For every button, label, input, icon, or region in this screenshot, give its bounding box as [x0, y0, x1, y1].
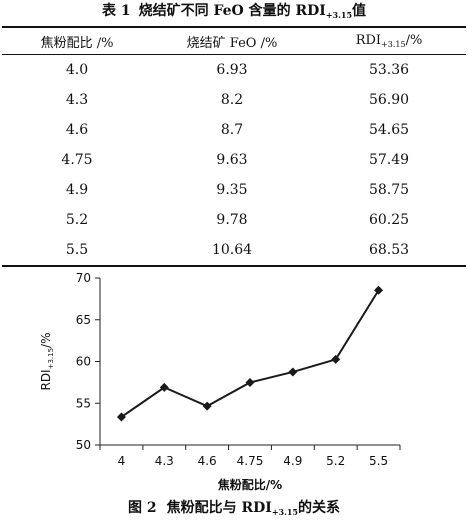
table-body: 4.0 6.93 53.36 4.3 8.2 56.90 4.6 8.7 54.65 4.75 9.…: [2, 55, 466, 266]
data-point-marker: [116, 412, 126, 422]
y-tick-label: 55: [76, 396, 91, 410]
x-axis-title: 焦粉配比/%: [217, 477, 282, 492]
table-row: 4.75 9.63 57.49: [2, 145, 466, 175]
table-cell: 54.65: [368, 122, 410, 138]
x-tick-label: 4.3: [155, 454, 174, 468]
header-rdi-suffix: /%: [405, 33, 423, 48]
y-tick-label: 70: [76, 271, 91, 285]
table-row: 5.5 10.64 68.53: [2, 235, 466, 266]
table-cell: 56.90: [368, 92, 410, 108]
table-cell: 5.5: [65, 242, 89, 258]
figure-caption-text: 焦粉配比与 RDI: [166, 500, 272, 516]
x-tick-label: 5.5: [369, 454, 388, 468]
x-tick-label: 5.2: [326, 454, 345, 468]
header-rdi-subscript: +3.15: [381, 40, 406, 49]
table-cell: 10.64: [211, 242, 253, 258]
series-line: [120, 289, 380, 418]
y-axis-title: RDI+3.15/%: [39, 332, 55, 390]
x-tick-label: 4.9: [283, 454, 302, 468]
table-cell: 60.25: [368, 212, 410, 228]
figure-caption-number: 图 2: [127, 500, 157, 516]
table-cell: 68.53: [368, 242, 410, 258]
table-cell: 53.36: [368, 62, 410, 78]
table-row: 4.3 8.2 56.90: [2, 85, 466, 115]
table-cell: 9.63: [216, 152, 248, 168]
header-feo: 烧结矿 FeO /%: [186, 35, 278, 51]
y-tick-label: 50: [76, 438, 91, 452]
y-tick-label: 60: [76, 355, 91, 369]
table-cell: 9.78: [216, 212, 248, 228]
table-cell: 4.3: [65, 92, 89, 108]
data-point-marker: [331, 354, 341, 364]
figure-caption: 图 2 焦粉配比与 RDI+3.15的关系: [0, 498, 468, 522]
table-row: 5.2 9.78 60.25: [2, 205, 466, 235]
data-point-marker: [288, 367, 298, 377]
x-tick-label: 4: [118, 454, 126, 468]
y-axis-title-subscript: +3.15: [47, 348, 55, 369]
y-axis-title-suffix: /%: [39, 332, 53, 347]
table-cell: 4.9: [65, 182, 89, 198]
table-caption-number: 表 1: [101, 3, 131, 19]
data-point-marker: [245, 377, 255, 387]
data-table: 焦粉配比 /% 烧结矿 FeO /% RDI+3.15/% 4.0 6.93 53.…: [2, 26, 466, 267]
header-coke-ratio: 焦粉配比 /%: [40, 35, 114, 51]
table-row: 4.0 6.93 53.36: [2, 55, 466, 86]
header-rdi-main: RDI: [355, 33, 382, 48]
table-caption-suffix: 值: [352, 3, 367, 19]
header-rdi: RDI+3.15/%: [312, 27, 466, 55]
y-axis-title-main: RDI: [39, 369, 53, 390]
table-cell: 58.75: [368, 182, 410, 198]
table-row: 4.6 8.7 54.65: [2, 115, 466, 145]
table-cell: 8.7: [220, 122, 244, 138]
table-cell: 57.49: [368, 152, 410, 168]
figure-caption-subscript: +3.15: [271, 507, 298, 517]
table-cell: 5.2: [65, 212, 89, 228]
data-point-marker: [202, 401, 212, 411]
line-chart: 50 55 60 65 70 4 4.3 4.6 4.75 4.9 5.2 5.5 焦粉配比/% RDI+…: [39, 271, 401, 492]
table-header-row: 焦粉配比 /% 烧结矿 FeO /% RDI+3.15/%: [2, 27, 466, 55]
table-cell: 6.93: [216, 62, 248, 78]
table-cell: 4.75: [61, 152, 93, 168]
data-point-marker: [159, 382, 169, 392]
x-tick-label: 4.75: [237, 454, 264, 468]
figure-caption-suffix: 的关系: [298, 500, 340, 516]
table-cell: 4.6: [65, 122, 89, 138]
table-cell: 4.0: [65, 62, 89, 78]
y-tick-label: 65: [76, 313, 91, 327]
table-caption-text: 烧结矿不同 FeO 含量的 RDI: [138, 3, 326, 19]
table-caption: 表 1 烧结矿不同 FeO 含量的 RDI+3.15值: [0, 2, 468, 24]
table-caption-subscript: +3.15: [325, 10, 353, 20]
table-cell: 9.35: [216, 182, 248, 198]
table-row: 4.9 9.35 58.75: [2, 175, 466, 205]
data-point-marker: [374, 285, 384, 295]
chart-container: 50 55 60 65 70 4 4.3 4.6 4.75 4.9 5.2 5.5 焦粉配比/% RDI+…: [0, 262, 468, 498]
x-tick-label: 4.6: [198, 454, 217, 468]
table-cell: 8.2: [220, 92, 244, 108]
